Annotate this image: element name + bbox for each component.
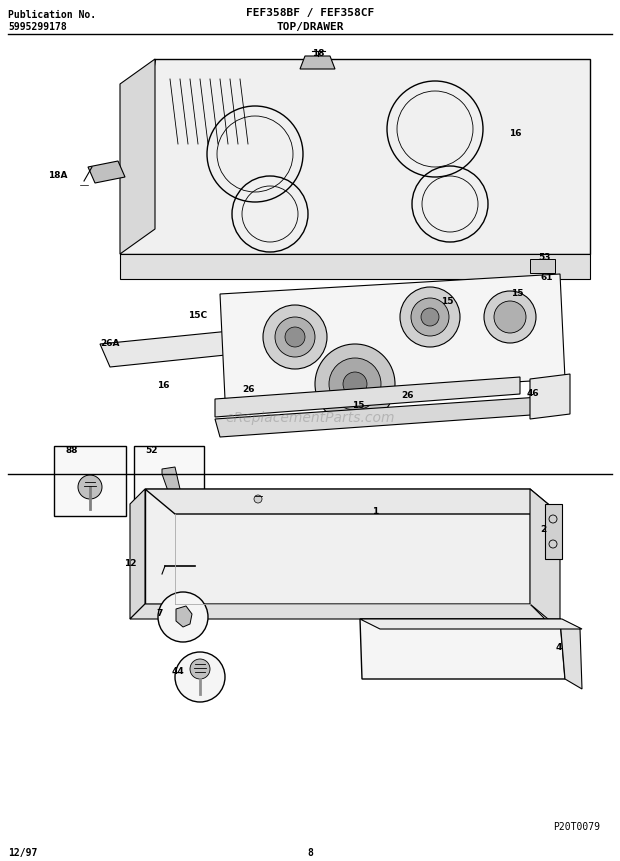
Text: 26: 26: [242, 385, 254, 394]
Text: Publication No.
5995299178: Publication No. 5995299178: [8, 10, 96, 32]
Text: 8: 8: [307, 847, 313, 857]
Polygon shape: [120, 60, 590, 255]
Circle shape: [285, 328, 305, 348]
FancyBboxPatch shape: [134, 447, 204, 517]
Circle shape: [78, 475, 102, 499]
Text: 12/97: 12/97: [8, 847, 37, 857]
Circle shape: [484, 292, 536, 344]
Text: 1: 1: [372, 507, 378, 516]
Circle shape: [275, 318, 315, 357]
Polygon shape: [145, 489, 560, 514]
Text: 12: 12: [124, 559, 136, 568]
Text: TOP/DRAWER: TOP/DRAWER: [277, 22, 343, 32]
FancyBboxPatch shape: [54, 447, 126, 517]
Text: 61: 61: [541, 272, 553, 282]
Circle shape: [400, 288, 460, 348]
Polygon shape: [215, 378, 520, 418]
Text: P20T0079: P20T0079: [553, 821, 600, 831]
Polygon shape: [120, 60, 155, 255]
Circle shape: [315, 344, 395, 424]
Text: 16: 16: [509, 128, 521, 138]
Text: 88: 88: [65, 445, 78, 455]
Circle shape: [254, 495, 262, 504]
Polygon shape: [360, 619, 565, 679]
Polygon shape: [145, 489, 530, 604]
Text: 26A: 26A: [100, 338, 120, 347]
Text: 16: 16: [157, 380, 169, 389]
Text: 53: 53: [539, 252, 551, 261]
Text: 2: 2: [540, 525, 546, 534]
Circle shape: [411, 299, 449, 337]
Circle shape: [263, 306, 327, 369]
Polygon shape: [300, 57, 335, 70]
Text: FEF358BF / FEF358CF: FEF358BF / FEF358CF: [246, 8, 374, 18]
Circle shape: [190, 660, 210, 679]
Text: 18: 18: [312, 48, 324, 58]
Polygon shape: [88, 162, 125, 183]
Text: 7: 7: [157, 609, 163, 618]
Circle shape: [421, 308, 439, 326]
Polygon shape: [545, 505, 562, 560]
FancyBboxPatch shape: [535, 278, 553, 289]
Polygon shape: [530, 375, 570, 419]
Circle shape: [175, 653, 225, 703]
Polygon shape: [220, 275, 565, 400]
Text: 4: 4: [556, 643, 562, 652]
Text: 26: 26: [402, 391, 414, 400]
Text: 15C: 15C: [188, 310, 208, 319]
Circle shape: [343, 373, 367, 397]
Polygon shape: [120, 255, 590, 280]
Text: 52: 52: [145, 445, 157, 455]
Polygon shape: [162, 468, 185, 507]
Polygon shape: [130, 604, 545, 619]
Polygon shape: [530, 489, 560, 629]
Polygon shape: [560, 619, 582, 689]
Text: eReplacementParts.com: eReplacementParts.com: [225, 411, 395, 424]
Text: 15: 15: [441, 297, 453, 307]
Circle shape: [158, 592, 208, 642]
Text: 44: 44: [172, 666, 184, 676]
Polygon shape: [215, 398, 545, 437]
Circle shape: [329, 358, 381, 411]
Polygon shape: [130, 489, 145, 619]
Polygon shape: [100, 318, 380, 368]
FancyBboxPatch shape: [530, 260, 555, 274]
Polygon shape: [176, 606, 192, 628]
Text: 18A: 18A: [48, 170, 68, 179]
Circle shape: [494, 301, 526, 333]
Text: 15: 15: [352, 401, 365, 410]
Text: 15: 15: [511, 289, 523, 298]
Polygon shape: [360, 619, 582, 629]
Text: 46: 46: [526, 388, 539, 397]
